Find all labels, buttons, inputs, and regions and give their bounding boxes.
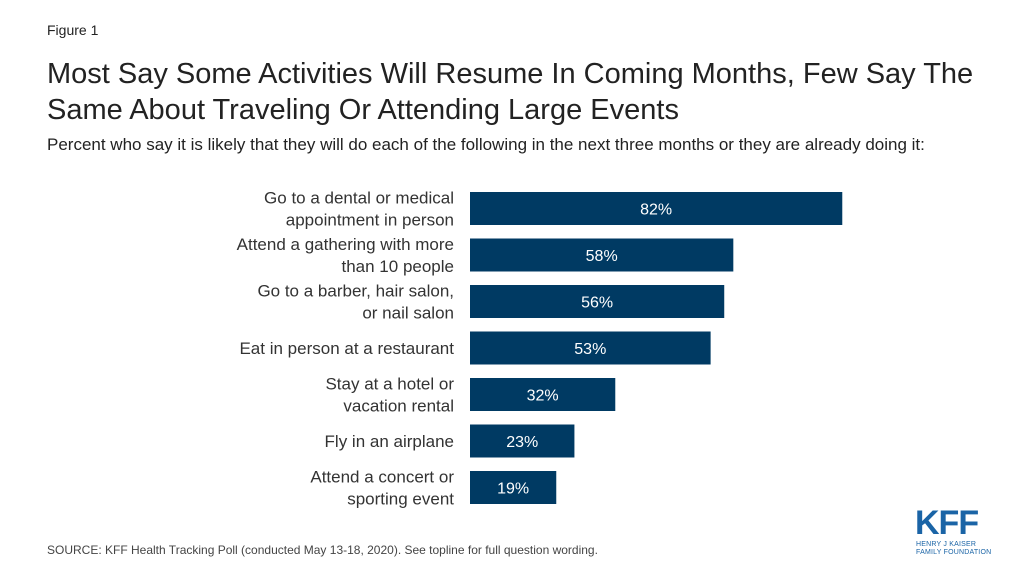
chart-title: Most Say Some Activities Will Resume In … [47,58,974,126]
bar-value-label: 58% [586,248,618,265]
kff-logo-subtitle: HENRY J KAISER FAMILY FOUNDATION [916,541,992,556]
kff-logo: KFF HENRY J KAISER FAMILY FOUNDATION [912,506,992,558]
category-label: Go to a dental or medical [264,189,454,208]
bar [470,331,711,365]
category-label: or nail salon [362,304,454,323]
category-label: vacation rental [343,397,454,416]
bar [470,378,616,411]
bar [470,424,575,458]
kff-logo-wordmark: KFF [915,504,979,542]
bar [470,192,843,225]
bar-value-label: 23% [506,434,538,451]
category-label: sporting event [347,490,454,509]
bar-value-label: 53% [574,341,606,358]
source-note: SOURCE: KFF Health Tracking Poll (conduc… [47,543,598,557]
bar [470,471,557,504]
bar [470,285,725,318]
category-label: Attend a gathering with more [237,235,454,254]
category-label: than 10 people [342,257,455,276]
category-label: appointment in person [286,211,454,230]
category-label: Go to a barber, hair salon, [257,282,454,301]
figure-label: Figure 1 [47,22,99,38]
chart-subtitle: Percent who say it is likely that they w… [47,135,925,154]
category-label: Attend a concert or [310,468,454,487]
category-label: Eat in person at a restaurant [239,339,454,358]
bar-value-label: 56% [581,295,613,312]
bar-value-label: 82% [640,202,672,219]
bar [470,238,734,272]
bar-value-label: 19% [497,481,529,498]
bar-value-label: 32% [527,388,559,405]
category-label: Fly in an airplane [325,432,454,451]
category-label: Stay at a hotel or [325,375,454,394]
